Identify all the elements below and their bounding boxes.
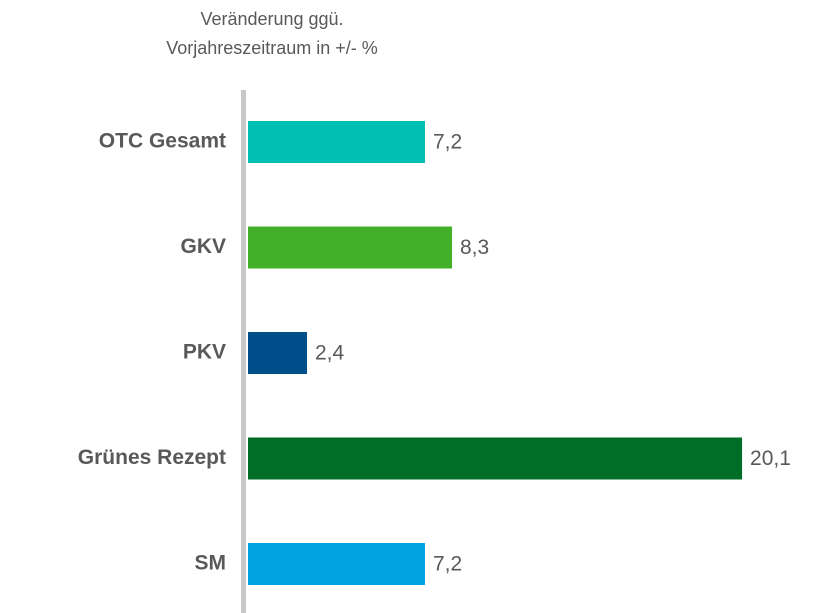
axis-line xyxy=(241,90,246,613)
category-label: OTC Gesamt xyxy=(99,130,226,153)
chart-title: Vorjahreszeitraum in +/- % xyxy=(166,38,378,58)
category-label: SM xyxy=(195,552,227,575)
value-label: 7,2 xyxy=(433,131,462,154)
value-label: 8,3 xyxy=(460,236,489,259)
category-label: Grünes Rezept xyxy=(78,446,226,469)
category-label: PKV xyxy=(183,341,226,364)
category-label: GKV xyxy=(180,235,226,258)
bar xyxy=(248,332,307,374)
chart-title: Veränderung ggü. xyxy=(200,9,343,29)
bar xyxy=(248,543,425,585)
bar xyxy=(248,121,425,163)
bar xyxy=(248,226,453,269)
value-label: 7,2 xyxy=(433,553,462,576)
value-label: 2,4 xyxy=(315,342,345,365)
bar xyxy=(248,437,743,480)
value-label: 20,1 xyxy=(750,447,791,470)
